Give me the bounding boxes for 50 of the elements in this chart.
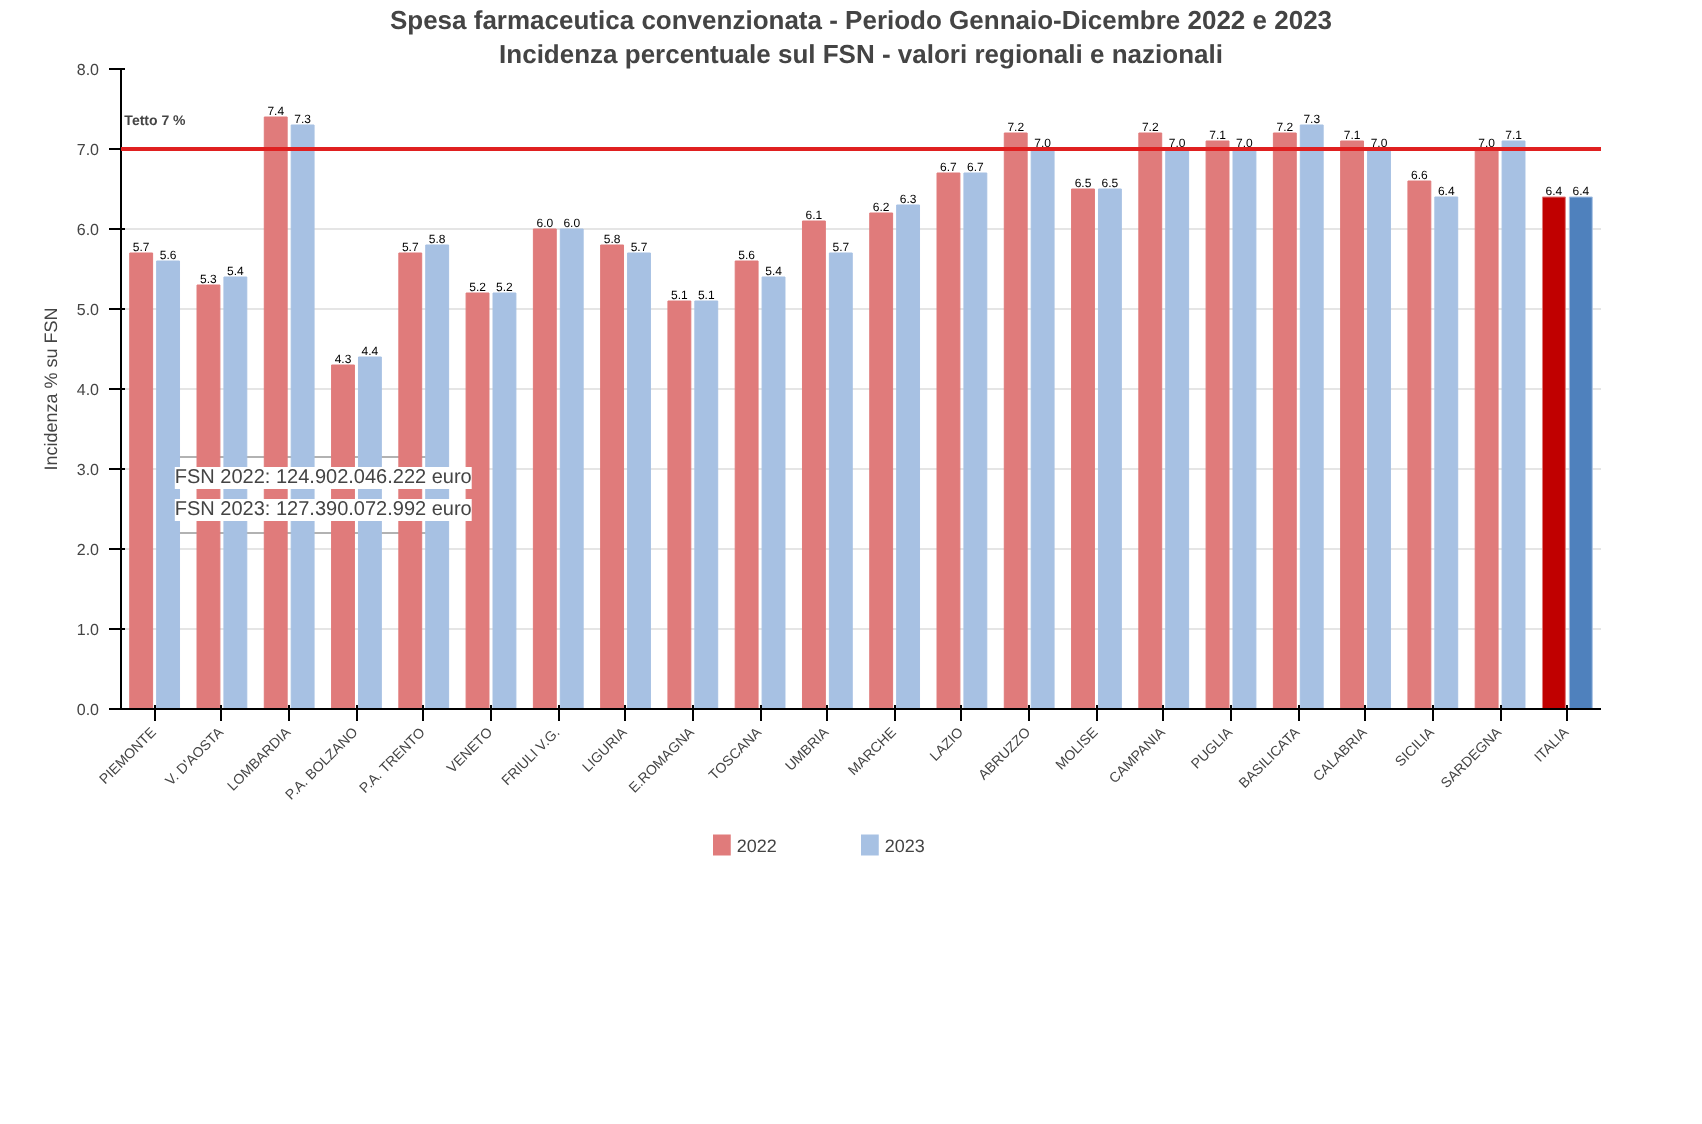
bar: [1541, 196, 1566, 709]
annotation: FSN 2023: 127.390.072.992 euro: [174, 499, 473, 521]
y-tick-label: 1.0: [76, 621, 101, 639]
bar: [1407, 180, 1432, 709]
bar: [1501, 140, 1526, 709]
bar: [828, 252, 853, 709]
y-tick-label: 7.0: [76, 141, 101, 159]
bar: [694, 300, 719, 709]
bar: [1299, 124, 1324, 709]
legend-label: 2023: [884, 836, 925, 856]
bar: [801, 220, 826, 709]
bar: [1474, 148, 1499, 709]
y-tick-label: 6.0: [76, 221, 101, 239]
y-tick-label: 2.0: [76, 541, 101, 559]
chart-subtitle: Incidenza percentuale sul FSN - valori regionali e nazionali: [499, 39, 1223, 69]
bar: [559, 228, 584, 709]
annotation: FSN 2022: 124.902.046.222 euro: [174, 467, 473, 489]
y-tick-label: 3.0: [76, 461, 101, 479]
bar: [532, 228, 557, 709]
bar: [1232, 148, 1257, 709]
bar: [1434, 196, 1459, 709]
bar: [492, 292, 517, 709]
bar: [600, 244, 625, 709]
y-tick-label: 5.0: [76, 301, 101, 319]
bar: [129, 252, 154, 709]
y-tick-label: 0.0: [76, 701, 101, 719]
bar: [1340, 140, 1365, 709]
bar: [1367, 148, 1391, 709]
legend-label: 2022: [736, 836, 777, 856]
bar: [1003, 132, 1028, 709]
bar: [734, 260, 759, 709]
bar: [936, 172, 961, 709]
bar: [1138, 132, 1163, 709]
bar: [1097, 188, 1122, 709]
bar: [1272, 132, 1297, 709]
chart-title: Spesa farmaceutica convenzionata - Periodo Gennaio-Dicembre 2022 e 2023: [389, 5, 1333, 35]
bar: [1205, 140, 1230, 709]
bar: [1568, 196, 1593, 709]
bar: [667, 300, 692, 709]
bar: [963, 172, 988, 709]
bar: [1165, 148, 1190, 709]
bar: [761, 276, 786, 709]
y-tick-label: 4.0: [76, 381, 101, 399]
bar: [1030, 148, 1055, 709]
bar: [869, 212, 894, 709]
y-axis-title: Incidenza % su FSN: [40, 307, 61, 471]
y-tick-label: 8.0: [76, 61, 101, 79]
bar: [896, 204, 921, 709]
bar: [1071, 188, 1095, 709]
bar: [627, 252, 651, 709]
